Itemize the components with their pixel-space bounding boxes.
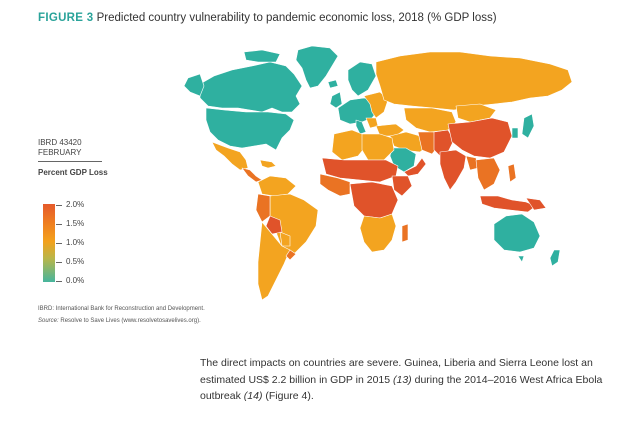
central-africa <box>349 181 399 219</box>
arctic-islands <box>243 49 281 63</box>
body-text-2: during the 2014–2016 West Africa Ebola o… <box>200 373 603 403</box>
bolivia <box>265 215 283 235</box>
figure-title: FIGURE 3 Predicted country vulnerability… <box>38 12 497 24</box>
italy <box>355 119 367 135</box>
russia <box>375 51 573 111</box>
scandinavia <box>347 61 377 97</box>
iceland <box>327 79 339 89</box>
china <box>447 117 513 159</box>
usa <box>205 107 295 151</box>
legend-label: 1.0% <box>66 238 85 247</box>
chile-argentina <box>257 221 291 301</box>
alaska <box>183 73 205 97</box>
caribbean <box>259 159 277 169</box>
legend-label: 0.5% <box>66 257 85 266</box>
source-text: Resolve to Save Lives (www.resolvetosave… <box>60 318 201 324</box>
tasmania <box>517 255 525 263</box>
figure-label: FIGURE 3 <box>38 12 94 24</box>
legend-tick <box>56 281 62 282</box>
horn-of-africa <box>391 175 413 197</box>
uruguay <box>285 249 297 261</box>
southern-africa <box>359 213 397 253</box>
legend-tick <box>56 205 62 206</box>
legend-label: 0.0% <box>66 276 85 285</box>
map-identifier: IBRD 43420 FEBRUARY <box>38 138 82 158</box>
body-text-3: (Figure 4). <box>262 390 314 402</box>
central-america <box>241 167 263 183</box>
central-asia <box>403 107 457 133</box>
legend-label: 2.0% <box>66 200 85 209</box>
se-asia-mainland <box>475 157 501 191</box>
reference-13: (13) <box>393 373 412 386</box>
source-label: Source: <box>38 318 59 324</box>
europe-east <box>363 91 389 119</box>
colombia-venezuela <box>257 175 297 197</box>
legend-title: Percent GDP Loss <box>38 168 108 177</box>
ibrd-month: FEBRUARY <box>38 148 82 157</box>
divider <box>38 161 102 162</box>
legend-tick <box>56 262 62 263</box>
west-africa <box>319 173 351 197</box>
papua <box>525 197 547 211</box>
philippines <box>507 163 517 183</box>
legend-tick <box>56 224 62 225</box>
greenland <box>295 45 339 89</box>
source-note: Source: Resolve to Save Lives (www.resol… <box>38 318 201 324</box>
mongolia <box>455 103 497 123</box>
legend-label: 1.5% <box>66 219 85 228</box>
paraguay <box>279 231 291 247</box>
body-paragraph: The direct impacts on countries are seve… <box>200 355 610 405</box>
legend-tick <box>56 243 62 244</box>
canada <box>199 61 303 113</box>
abbreviation-note: IBRD: International Bank for Reconstruct… <box>38 306 205 312</box>
north-africa-east <box>361 133 395 161</box>
north-africa-west <box>331 129 367 161</box>
legend-color-bar <box>43 204 55 282</box>
figure-title-text: Predicted country vulnerability to pande… <box>96 12 497 24</box>
korea <box>511 127 519 139</box>
madagascar <box>401 223 409 243</box>
peru-ecuador <box>255 193 271 223</box>
body-text-1: The direct impacts on countries are seve… <box>200 357 593 386</box>
australia <box>493 213 541 253</box>
ibrd-code: IBRD 43420 <box>38 138 82 147</box>
uk-ireland <box>329 91 343 109</box>
india <box>439 149 467 191</box>
reference-14: (14) <box>243 390 263 402</box>
new-zealand <box>549 249 561 267</box>
japan <box>521 113 535 139</box>
indonesia <box>479 195 537 213</box>
